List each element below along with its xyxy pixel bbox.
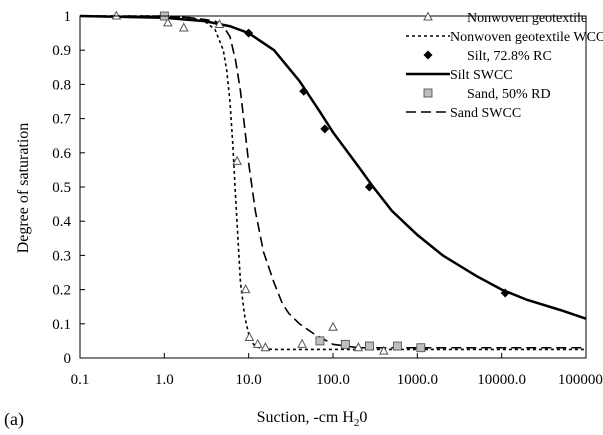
y-tick-label: 0.8 [52,77,71,93]
legend-label: Silt, 72.8% RC [467,49,552,64]
legend-entry: Nonwoven geotextile [423,11,587,26]
axes: 0 0.1 0.2 0.3 0.4 0.5 0.6 0.7 0.8 0.9 1 0.1 1.0 10.0 1… [52,9,603,388]
data-point-square-4 [364,341,374,351]
legend-label: Nonwoven geotextile WCC [450,30,603,45]
legend: Nonwoven geotextile Nonwoven geotextile W… [406,11,603,121]
data-point-triangle-9 [260,342,271,352]
data-point-triangle-2 [162,17,173,27]
x-axis-title-subscript: 2 [354,417,360,429]
plot-area [79,10,587,355]
series-line-1 [80,15,586,351]
y-tick-label: 0.3 [52,248,71,264]
y-tick-label: 0.9 [52,43,71,59]
legend-symbol-square [423,88,433,98]
x-tick-label: 1000.0 [397,372,438,388]
y-axis-title: Degree of saturation [15,123,32,254]
legend-entry: Silt SWCC [406,68,513,83]
data-point-triangle-8 [252,338,263,348]
data-point-square-2 [315,336,325,346]
y-tick-label: 0.5 [52,180,71,196]
series-line-2 [79,14,587,320]
data-point-triangle-1 [111,10,122,20]
x-tick-label: 0.1 [71,372,90,388]
data-point-triangle-3 [178,22,189,32]
y-tick-label: 0.2 [52,283,71,299]
data-point-diamond-3 [320,124,330,134]
data-point-diamond-5 [500,288,510,298]
data-point-square-5 [392,341,402,351]
legend-label: Nonwoven geotextile [467,11,587,26]
data-point-diamond-4 [364,182,374,192]
data-point-diamond-1 [244,28,254,38]
x-tick-label: 10.0 [236,372,262,388]
y-tick-label: 0.1 [52,317,71,333]
panel-label: (a) [4,409,24,430]
legend-label: Sand SWCC [450,106,521,121]
series-line-3 [80,15,586,349]
y-tick-label: 0.4 [52,214,71,230]
x-axis-title-tail: 0 [359,409,367,426]
data-point-triangle-6 [240,284,251,294]
y-tick-label: 0.7 [52,112,71,128]
x-tick-label: 10000.0 [477,372,526,388]
data-point-triangle-12 [353,342,364,352]
x-axis-title: Suction, -cm H20 [257,409,368,429]
y-tick-label: 0 [64,351,72,367]
legend-symbol-diamond [423,50,433,60]
data-point-triangle-13 [378,345,389,355]
data-point-triangle-11 [328,321,338,331]
data-point-square-6 [416,343,426,353]
data-point-diamond-2 [299,86,309,96]
legend-label: Sand, 50% RD [467,87,551,102]
legend-label: Silt SWCC [450,68,513,83]
data-point-triangle-4 [214,18,225,29]
legend-entry: Nonwoven geotextile WCC [406,30,603,45]
x-tick-label: 100.0 [316,372,350,388]
data-point-triangle-5 [232,155,242,165]
y-tick-label: 0.6 [52,146,71,162]
data-point-triangle-7 [244,331,255,341]
y-tick-label: 1 [64,9,72,25]
legend-entry: Sand SWCC [406,106,521,121]
legend-symbol-triangle [423,11,433,21]
x-tick-label: 100000.0 [558,372,603,388]
legend-entry: Sand, 50% RD [423,87,551,102]
data-point-triangle-10 [297,338,307,348]
x-tick-label: 1.0 [155,372,174,388]
x-axis-title-main: Suction, -cm H [257,409,355,426]
data-point-square-3 [340,339,350,349]
legend-entry: Silt, 72.8% RC [423,49,552,64]
